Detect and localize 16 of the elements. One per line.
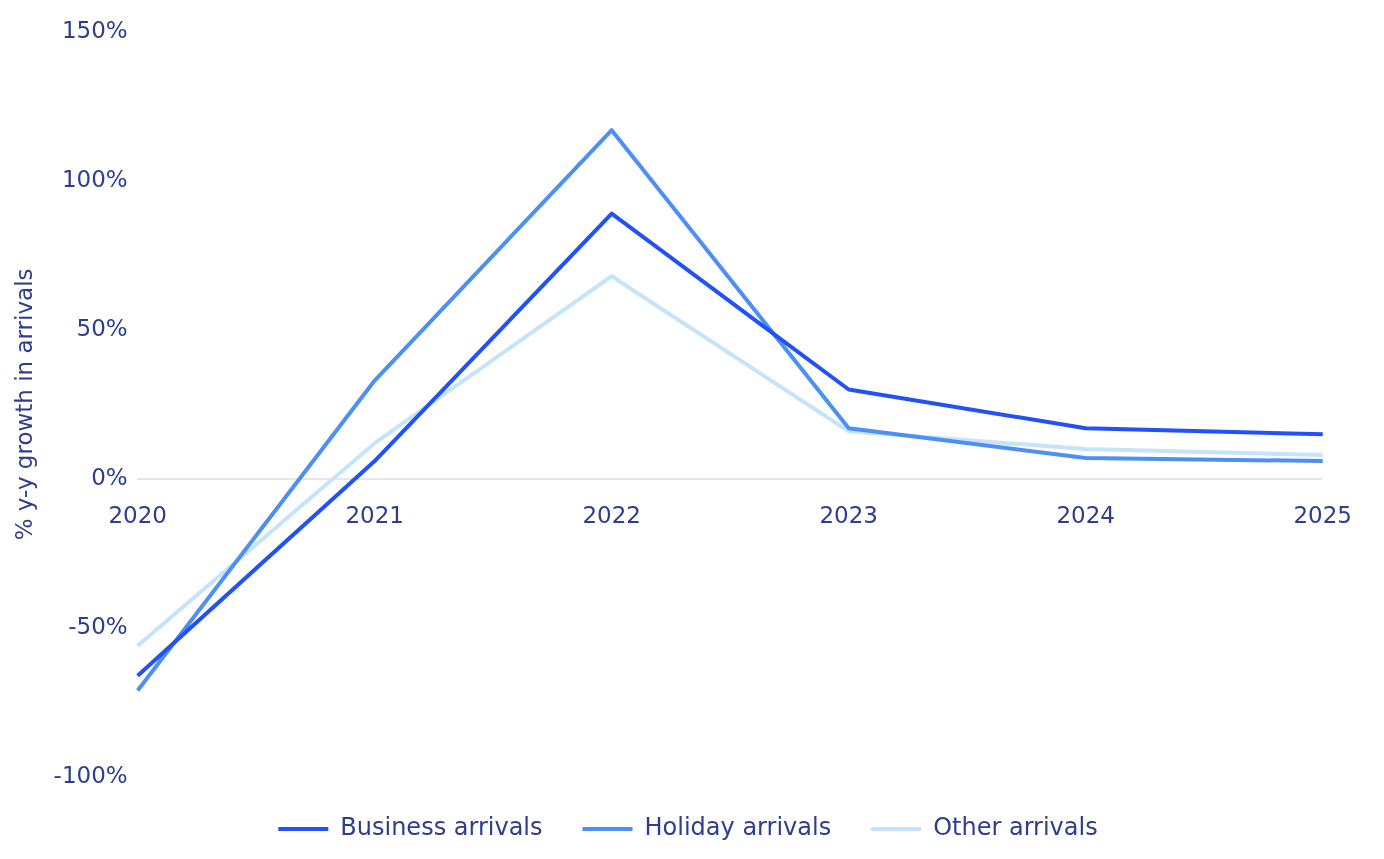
legend-label: Business arrivals — [340, 813, 543, 842]
y-tick-label: 150% — [61, 16, 128, 43]
x-tick-label: 2024 — [1056, 501, 1115, 528]
y-tick-label: 100% — [61, 165, 128, 192]
legend-label: Other arrivals — [933, 813, 1098, 842]
legend-label: Holiday arrivals — [644, 813, 832, 842]
y-tick-label: 50% — [76, 314, 128, 341]
y-tick-label: -50% — [68, 612, 128, 639]
x-tick-label: 2023 — [819, 501, 878, 528]
y-tick-label: -100% — [53, 761, 128, 788]
x-tick-label: 2021 — [345, 501, 404, 528]
x-tick-label: 2025 — [1293, 501, 1353, 528]
x-tick-label: 2020 — [108, 501, 167, 528]
y-tick-label: 0% — [91, 463, 128, 490]
y-axis-title: % y-y growth in arrivals — [10, 268, 37, 541]
x-tick-label: 2022 — [582, 501, 641, 528]
